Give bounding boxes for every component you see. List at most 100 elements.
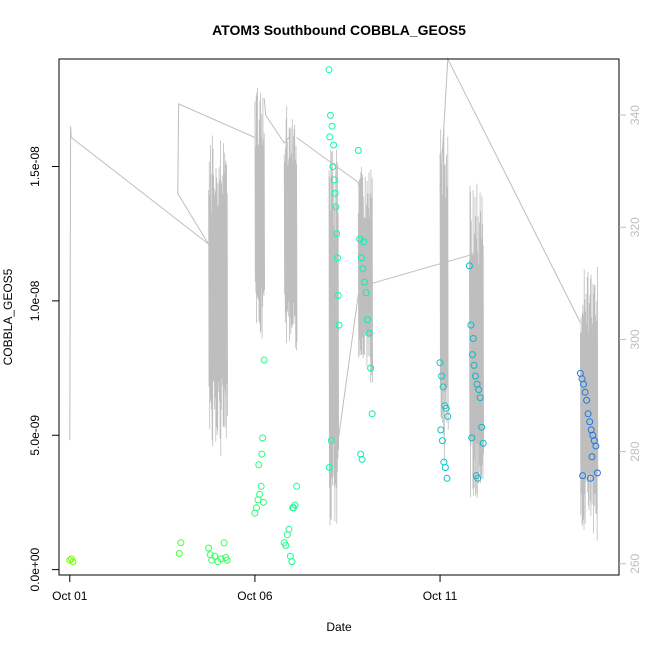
- data-point: [223, 556, 231, 564]
- data-point: [69, 558, 77, 566]
- data-point: [475, 386, 483, 394]
- data-point: [584, 410, 592, 418]
- chart-title: ATOM3 Southbound COBBLA_GEOS5: [212, 22, 466, 38]
- data-point: [285, 525, 293, 533]
- data-point: [365, 329, 373, 337]
- data-point: [358, 455, 366, 463]
- data-point: [360, 238, 368, 246]
- data-point: [476, 394, 484, 402]
- data-point: [354, 146, 362, 154]
- data-point: [288, 558, 296, 566]
- y-tick-label: 1.0e-08: [28, 280, 42, 321]
- data-point: [333, 230, 341, 238]
- data-point: [436, 359, 444, 367]
- data-point: [586, 418, 594, 426]
- data-point: [334, 292, 342, 299]
- data-point: [331, 189, 339, 197]
- secondary-burst-line: [328, 149, 339, 526]
- secondary-burst-line: [283, 106, 298, 351]
- data-point: [479, 439, 487, 447]
- y-axis-label: COBBLA_GEOS5: [1, 268, 15, 365]
- plot-area: [58, 57, 620, 576]
- x-tick-label: Oct 06: [237, 589, 273, 603]
- data-point: [259, 434, 267, 442]
- data-point: [580, 380, 587, 388]
- data-point: [327, 437, 335, 445]
- data-point: [260, 356, 268, 364]
- data-point: [325, 464, 333, 471]
- data-point: [468, 351, 476, 359]
- data-point: [474, 474, 482, 482]
- x-tick-label: Oct 11: [423, 589, 458, 603]
- y2-axis: 260 280 300 320 340: [619, 105, 642, 574]
- data-point: [439, 383, 447, 391]
- y2-tick-label: 280: [628, 441, 642, 461]
- data-point: [361, 278, 368, 286]
- data-point: [367, 364, 375, 372]
- data-point: [293, 482, 301, 490]
- secondary-connector-line: [263, 98, 290, 144]
- data-point: [588, 453, 596, 461]
- secondary-burst-line: [208, 135, 228, 456]
- plot-frame: [58, 58, 620, 576]
- data-point: [257, 482, 265, 490]
- y2-tick-label: 300: [628, 329, 642, 349]
- data-point: [289, 504, 297, 512]
- data-point: [587, 474, 594, 482]
- data-point: [177, 539, 185, 547]
- secondary-series-lines: [69, 57, 599, 541]
- data-point: [467, 321, 475, 329]
- data-point: [581, 388, 589, 396]
- primary-series-points: [66, 66, 601, 566]
- x-tick-label: Oct 01: [52, 589, 88, 603]
- data-point: [468, 434, 476, 442]
- data-point: [332, 203, 340, 211]
- data-point: [478, 423, 486, 431]
- data-point: [327, 111, 334, 119]
- data-point: [325, 66, 333, 74]
- data-point: [472, 372, 479, 380]
- data-point: [282, 541, 290, 549]
- data-point: [258, 450, 266, 458]
- data-point: [357, 254, 365, 262]
- secondary-connector-line: [69, 126, 209, 441]
- data-point: [465, 262, 473, 270]
- data-point: [583, 396, 591, 404]
- data-point: [442, 404, 450, 412]
- secondary-burst-line: [439, 128, 449, 462]
- data-point: [330, 176, 338, 184]
- data-point: [259, 498, 267, 506]
- data-point: [441, 464, 449, 471]
- data-point: [444, 412, 452, 420]
- data-point: [205, 544, 213, 552]
- data-point: [330, 141, 338, 149]
- data-point: [334, 254, 341, 262]
- data-point: [335, 321, 343, 329]
- data-point: [579, 472, 587, 480]
- data-point: [368, 410, 376, 418]
- y-tick-label: 1.5e-08: [28, 146, 42, 187]
- data-point: [437, 426, 445, 434]
- secondary-connector-line: [337, 254, 470, 441]
- secondary-connector-line: [439, 57, 581, 323]
- data-point: [592, 442, 600, 450]
- data-point: [469, 335, 477, 342]
- data-point: [470, 361, 478, 369]
- data-point: [438, 372, 446, 380]
- data-point: [326, 133, 334, 141]
- data-point: [329, 163, 337, 170]
- data-point: [593, 469, 601, 477]
- y2-tick-label: 340: [628, 105, 642, 125]
- x-axis: Oct 01 Oct 06 Oct 11: [52, 574, 458, 603]
- secondary-burst-line: [254, 87, 265, 339]
- data-point: [175, 550, 183, 557]
- x-axis-label: Date: [326, 620, 352, 634]
- y2-tick-label: 320: [628, 217, 642, 237]
- data-point: [255, 461, 263, 469]
- y-axis: 0.0e+00 5.0e-09 1.0e-08 1.5e-08: [28, 146, 60, 591]
- data-point: [206, 551, 214, 559]
- data-point: [443, 474, 451, 482]
- data-point: [359, 265, 367, 273]
- secondary-burst-line: [357, 166, 373, 383]
